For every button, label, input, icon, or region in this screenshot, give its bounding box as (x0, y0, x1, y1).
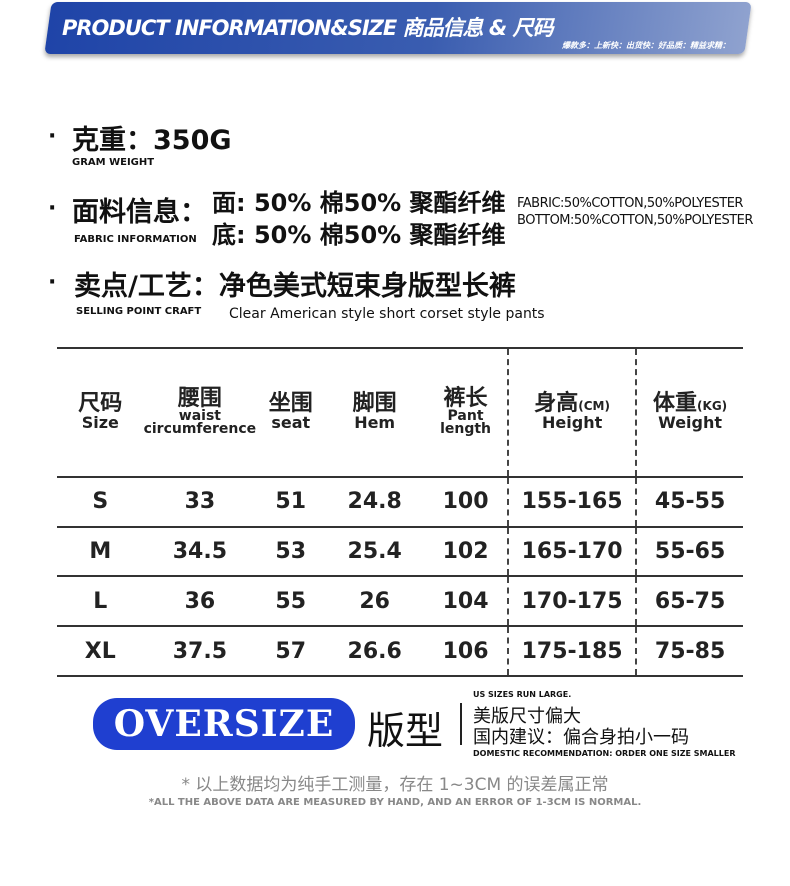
table-cell: 55 (256, 575, 326, 628)
header-seat: 坐围 seat (256, 347, 326, 478)
header-weight: 体重(KG) Weight (635, 347, 743, 478)
selling-label: 卖点/工艺：净色美式短束身版型长裤 (74, 271, 516, 302)
table-cell: 165-170 (507, 525, 637, 578)
table-cell: XL (57, 625, 144, 677)
table-cell: 155-165 (507, 475, 637, 528)
us-sizes-note: US SIZES RUN LARGE. (473, 690, 572, 699)
header-height: 身高(CM) Height (507, 347, 637, 478)
selling-en: SELLING POINT CRAFT (76, 306, 202, 317)
table-cell: 37.5 (143, 625, 257, 677)
weight-label: 克重：350G (72, 125, 232, 156)
table-cell: 175-185 (507, 625, 637, 677)
table-cell: 33 (143, 475, 257, 528)
fabric-line1: 面: 50% 棉50% 聚酯纤维 (212, 189, 506, 217)
size-table: 尺码 Size 腰围 waist circumference 坐围 seat 脚围 He… (57, 347, 743, 677)
banner-title: PRODUCT INFORMATION&SIZE 商品信息 & 尺码 (62, 16, 553, 40)
header-waist: 腰围 waist circumference (143, 347, 256, 478)
table-cell: 25.4 (325, 525, 425, 578)
table-row: L 36 55 26 104 170-175 65-75 (57, 575, 743, 628)
table-cell: 36 (143, 575, 257, 628)
fabric-en2: BOTTOM:50%COTTON,50%POLYESTER (517, 213, 753, 228)
table-cell: M (57, 525, 144, 578)
table-cell: L (57, 575, 144, 628)
measure-note: * 以上数据均为纯手工测量，存在 1~3CM 的误差属正常 (181, 775, 609, 795)
table-cell: 26 (325, 575, 425, 628)
weight-en: GRAM WEIGHT (72, 157, 155, 168)
bullet-icon: · (48, 196, 57, 221)
fit-line2: 国内建议：偏合身拍小一码 (473, 727, 689, 748)
banner-subtitle: 爆款多：上新快：出货快：好品质：精益求精： (562, 41, 730, 50)
table-cell: 57 (256, 625, 326, 677)
table-cell: 102 (424, 525, 509, 578)
fit-line1: 美版尺寸偏大 (473, 706, 581, 727)
fit-label: 版型 (367, 709, 444, 753)
table-cell: 100 (424, 475, 509, 528)
header-size: 尺码 Size (57, 347, 144, 478)
fit-en: DOMESTIC RECOMMENDATION: ORDER ONE SIZE … (473, 749, 736, 758)
table-row: S 33 51 24.8 100 155-165 45-55 (57, 475, 743, 528)
bullet-icon: · (48, 124, 57, 149)
table-cell: 75-85 (635, 625, 743, 677)
table-cell: S (57, 475, 144, 528)
table-cell: 55-65 (635, 525, 743, 578)
oversize-badge: OVERSIZE (93, 698, 355, 750)
table-cell: 53 (256, 525, 326, 578)
table-cell: 104 (424, 575, 509, 628)
table-row: XL 37.5 57 26.6 106 175-185 75-85 (57, 625, 743, 677)
table-cell: 26.6 (325, 625, 425, 677)
bullet-icon: · (48, 270, 57, 295)
selling-desc: Clear American style short corset style … (229, 306, 545, 322)
fabric-en: FABRIC INFORMATION (74, 234, 197, 245)
fabric-label: 面料信息： (72, 197, 207, 228)
table-cell: 65-75 (635, 575, 743, 628)
table-cell: 51 (256, 475, 326, 528)
table-row: M 34.5 53 25.4 102 165-170 55-65 (57, 525, 743, 578)
table-cell: 106 (424, 625, 509, 677)
measure-note-en: *ALL THE ABOVE DATA ARE MEASURED BY HAND… (148, 797, 642, 808)
header-length: 裤长 Pant length (424, 347, 509, 478)
fabric-en1: FABRIC:50%COTTON,50%POLYESTER (517, 196, 743, 211)
table-cell: 170-175 (507, 575, 637, 628)
table-header-row: 尺码 Size 腰围 waist circumference 坐围 seat 脚围 He… (57, 347, 743, 478)
fabric-line2: 底: 50% 棉50% 聚酯纤维 (212, 221, 506, 249)
table-cell: 24.8 (325, 475, 425, 528)
header-hem: 脚围 Hem (325, 347, 425, 478)
divider (460, 703, 462, 745)
table-cell: 34.5 (143, 525, 257, 578)
table-cell: 45-55 (635, 475, 743, 528)
